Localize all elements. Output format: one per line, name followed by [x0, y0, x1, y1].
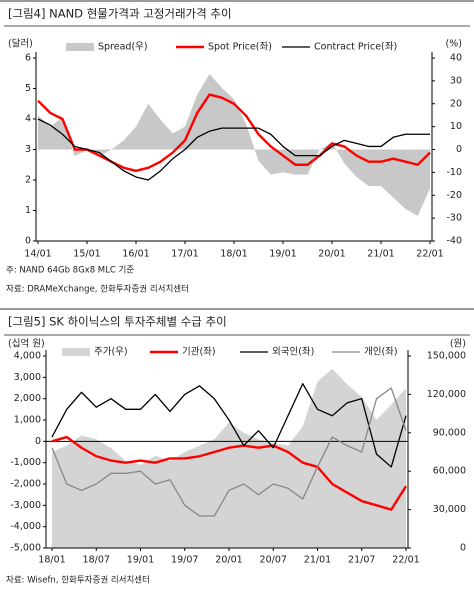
x-tick-label: 22/01: [416, 249, 443, 260]
x-tick-label: 20/01: [215, 555, 242, 566]
y2-axis-unit: (원): [450, 339, 466, 350]
x-tick-label: 22/01: [392, 555, 419, 566]
x-tick-label: 19/01: [127, 555, 154, 566]
legend-label: Spot Price(좌): [208, 42, 272, 53]
x-tick-label: 21/01: [304, 555, 331, 566]
y2-axis-unit: (%): [446, 39, 462, 50]
legend-label: Spread(우): [98, 42, 148, 53]
x-tick-label: 21/07: [348, 555, 375, 566]
y2-tick-label: 0: [456, 144, 462, 155]
y-tick-label: 3,000: [14, 372, 41, 383]
legend-label: Contract Price(좌): [314, 42, 397, 53]
legend-label: 주가(우): [94, 347, 128, 358]
y-tick-label: -1,000: [10, 457, 41, 468]
y-tick-label: 1: [25, 205, 31, 216]
y-axis-unit: (십억 원): [8, 338, 45, 350]
x-tick-label: 21/01: [367, 249, 394, 260]
x-tick-label: 15/01: [73, 249, 100, 260]
x-tick-label: 18/01: [38, 555, 65, 566]
y2-tick-label: -40: [446, 236, 462, 247]
y-tick-label: 6: [25, 53, 31, 64]
line-series: [37, 93, 431, 173]
legend-label: 기관(좌): [182, 347, 216, 358]
x-tick-label: 19/01: [269, 249, 296, 260]
x-tick-label: 14/01: [24, 249, 51, 260]
y-tick-label: 0: [25, 236, 31, 247]
source-note: 자료: DRAMeXchange, 한화투자증권 리서치센터: [6, 284, 189, 295]
line-series: [37, 118, 430, 181]
chart-title: [그림4] NAND 현물가격과 고정거래가격 추이: [8, 7, 232, 21]
y2-tick-label: -10: [446, 167, 462, 178]
line-series: [51, 383, 407, 468]
y2-tick-label: 10: [450, 121, 462, 132]
y2-tick-label: 30,000: [433, 504, 466, 515]
legend-swatch: [66, 43, 94, 51]
y-tick-label: -4,000: [10, 521, 41, 532]
y-tick-label: 0: [35, 436, 41, 447]
chart-title: [그림5] SK 하이닉스의 투자주체별 수급 추이: [8, 315, 227, 329]
y-tick-label: 2: [25, 175, 31, 186]
y-tick-label: -3,000: [10, 500, 41, 511]
y-tick-label: 1,000: [14, 415, 41, 426]
x-tick-label: 17/01: [171, 249, 198, 260]
y2-tick-label: 120,000: [427, 389, 466, 400]
y2-tick-label: -30: [446, 213, 462, 224]
x-tick-label: 20/07: [260, 555, 287, 566]
x-tick-label: 18/07: [83, 555, 110, 566]
y-tick-label: -5,000: [10, 543, 41, 554]
x-tick-label: 20/01: [318, 249, 345, 260]
y2-tick-label: 60,000: [433, 466, 466, 477]
y2-tick-label: 0: [460, 543, 466, 554]
y2-tick-label: 30: [450, 75, 462, 86]
x-tick-label: 19/07: [171, 555, 198, 566]
y2-tick-label: 150,000: [427, 351, 466, 362]
source-note: 주: NAND 64Gb 8Gx8 MLC 기준: [6, 266, 134, 276]
legend-label: 개인(좌): [364, 347, 398, 358]
y-tick-label: 3: [25, 144, 31, 155]
legend-label: 외국인(좌): [272, 346, 314, 358]
y2-tick-label: 40: [450, 53, 462, 64]
x-tick-label: 16/01: [122, 249, 149, 260]
y2-tick-label: -20: [446, 190, 462, 201]
y2-tick-label: 20: [450, 98, 462, 109]
area-series: [38, 74, 430, 216]
y-axis-unit: (달러): [8, 38, 33, 50]
area-series: [52, 368, 406, 548]
x-tick-label: 18/01: [220, 249, 247, 260]
y-tick-label: 4: [25, 114, 31, 125]
y-tick-label: 5: [25, 83, 31, 94]
legend-swatch: [62, 348, 90, 356]
top-rule: [0, 308, 474, 310]
y-tick-label: -2,000: [10, 479, 41, 490]
source-note: 자료: Wisefn, 한화투자증권 리서치센터: [6, 575, 150, 586]
line-series: [51, 387, 407, 517]
line-series: [51, 435, 408, 511]
top-rule: [0, 0, 474, 2]
y-tick-label: 2,000: [14, 393, 41, 404]
y-tick-label: 4,000: [14, 351, 41, 362]
y2-tick-label: 90,000: [433, 427, 466, 438]
